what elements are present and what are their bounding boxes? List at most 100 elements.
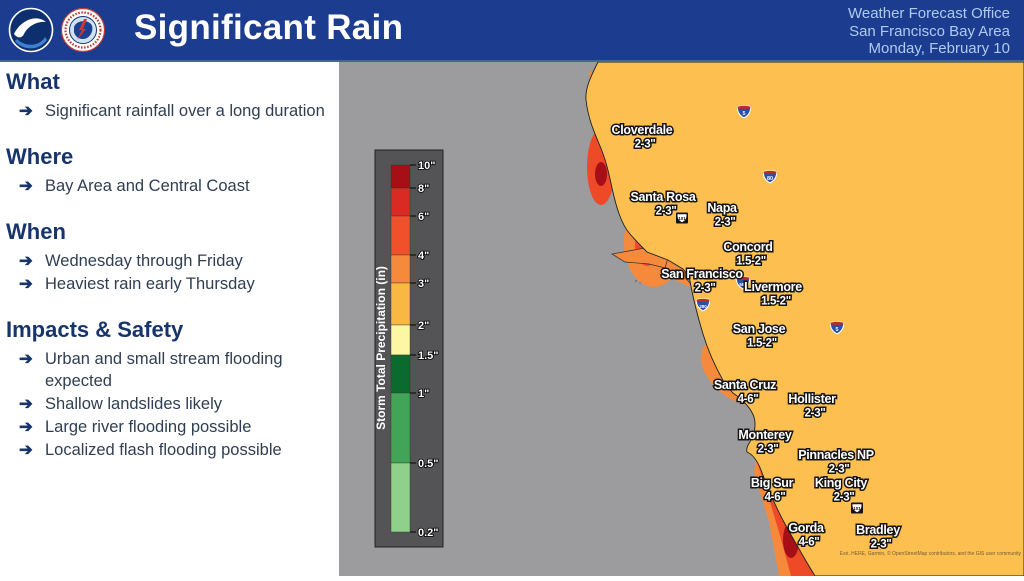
city-name-label: San Jose	[733, 322, 786, 336]
city-value-label: 2-3"	[871, 539, 892, 551]
shield-band	[763, 170, 777, 174]
city-value-label: 1.5-2"	[747, 338, 777, 350]
shield-number: 280	[699, 304, 707, 309]
shield-band	[696, 298, 710, 302]
bullet-arrow-icon: ➔	[19, 252, 33, 270]
city-name-label: Hollister	[788, 392, 836, 406]
legend-tick-label: 0.2"	[418, 527, 439, 539]
date-line: Monday, February 10	[868, 40, 1010, 57]
bullet-arrow-icon: ➔	[19, 395, 33, 413]
city-name-label: San Francisco	[661, 267, 743, 281]
forecast-map: Storm Total Precipitation (in) 10" 8" 6" 4"…	[339, 61, 1024, 577]
city-value-label: 1.5-2"	[761, 296, 791, 308]
interstate-shield-icon: 280	[695, 298, 711, 312]
farallon-island	[635, 280, 637, 282]
info-sidebar: What ➔ Significant rainfall over a long du…	[0, 62, 339, 576]
bullet-arrow-icon: ➔	[19, 275, 33, 293]
city-value-label: 2-3"	[635, 139, 656, 151]
interstate-shield-icon: 580	[735, 276, 751, 290]
bullet-item: ➔ Shallow landslides likely	[6, 393, 339, 415]
legend-tick-label: 3"	[418, 278, 429, 290]
header-banner: Significant Rain Weather Forecast Office…	[0, 0, 1024, 62]
city-value-label: 2-3"	[715, 217, 736, 229]
bullet-arrow-icon: ➔	[19, 418, 33, 436]
legend-tick-label: 6"	[418, 211, 429, 223]
shield-number: 580	[739, 282, 747, 287]
bullet-text: Significant rainfall over a long duratio…	[45, 102, 325, 120]
interstate-shield-icon: 80	[762, 170, 778, 184]
city-name-label: Livermore	[744, 280, 802, 294]
bullet-item: ➔ Wednesday through Friday	[6, 250, 339, 272]
city-value-label: 2-3"	[758, 444, 779, 456]
city-name-label: Gorda	[788, 521, 825, 535]
bullet-item: ➔ Bay Area and Central Coast	[6, 175, 339, 197]
shield-body	[762, 170, 778, 184]
city-name-label: Pinnacles NP	[798, 448, 874, 462]
legend-tick-label: 0.5"	[418, 458, 439, 470]
legend-color-segment	[390, 164, 411, 189]
shield-number: 5	[743, 111, 746, 117]
city-value-label: 2-3"	[656, 206, 677, 218]
noaa-logo-icon	[8, 7, 54, 53]
bullet-text: Heaviest rain early Thursday	[45, 275, 255, 293]
legend-title: Storm Total Precipitation (in)	[374, 266, 388, 430]
legend-color-segment	[390, 392, 411, 464]
bullet-item: ➔ Urban and small stream flooding expecte…	[6, 348, 339, 392]
city-name-label: Bradley	[856, 523, 900, 537]
city-name-label: Napa	[707, 201, 738, 215]
city-value-label: 2-3"	[805, 408, 826, 420]
sidebar-section: What ➔ Significant rainfall over a long du…	[6, 69, 339, 122]
city-value-label: 2-3"	[834, 492, 855, 504]
office-line: Weather Forecast Office	[847, 5, 1010, 22]
section-heading: What	[6, 69, 60, 94]
forecast-map-panel: Storm Total Precipitation (in) 10" 8" 6" 4"…	[339, 61, 1024, 577]
city-name-label: Concord	[723, 240, 772, 254]
bullet-arrow-icon: ➔	[19, 441, 33, 459]
legend-color-segment	[390, 187, 411, 217]
city-name-label: Santa Cruz	[714, 378, 776, 392]
shield-body	[695, 298, 711, 312]
shield-number: 80	[767, 176, 773, 182]
city-labels: Cloverdale 2-3" Santa Rosa 2-3" Napa 2-3" Conc…	[610, 122, 902, 553]
us-route-shield-icon: 101	[676, 212, 688, 224]
legend-color-segment	[390, 354, 411, 394]
shield-inner	[677, 214, 687, 223]
legend-tick-label: 1.5"	[418, 350, 439, 362]
bullet-item: ➔ Localized flash flooding possible	[6, 439, 339, 461]
city-value-label: 1.5-2"	[736, 256, 766, 268]
page-title: Significant Rain	[134, 8, 404, 47]
city-name-label: Big Sur	[751, 476, 794, 490]
map-attribution: Esri, HERE, Garmin, © OpenStreetMap cont…	[840, 550, 1022, 557]
city-value-label: 2-3"	[829, 464, 850, 476]
bullet-text: Shallow landslides likely	[45, 395, 223, 413]
legend-tick-label: 8"	[418, 183, 429, 195]
us-route-shield-icon: 101	[851, 502, 863, 514]
section-heading: Impacts & Safety	[6, 317, 184, 342]
bullet-text: Bay Area and Central Coast	[45, 177, 250, 195]
city-name-label: King City	[815, 476, 868, 490]
bullet-item: ➔ Significant rainfall over a long durati…	[6, 100, 339, 122]
legend-color-segment	[390, 282, 411, 326]
bullet-item: ➔ Large river flooding possible	[6, 416, 339, 438]
office-date-block: Weather Forecast Office San Francisco Ba…	[848, 5, 1010, 58]
city-name-label: Monterey	[738, 428, 792, 442]
sidebar-section: When ➔ Wednesday through Friday ➔ Heaviest r…	[6, 219, 339, 295]
legend-tick-label: 2"	[418, 320, 429, 332]
farallon-island	[639, 282, 641, 284]
shield-number: 101	[853, 506, 861, 511]
bullet-arrow-icon: ➔	[19, 177, 33, 195]
section-heading: Where	[6, 144, 74, 169]
city-value-label: 2-3"	[695, 283, 716, 295]
shield-band	[736, 276, 750, 280]
bullet-text: Localized flash flooding possible	[45, 441, 282, 459]
shield-number: 5	[836, 327, 839, 333]
legend-tick-label: 1"	[418, 388, 429, 400]
legend-color-segment	[390, 215, 411, 256]
bullet-text: Urban and small stream flooding expected	[45, 350, 283, 390]
section-heading: When	[6, 219, 66, 244]
sidebar-section: Where ➔ Bay Area and Central Coast	[6, 144, 339, 197]
shield-band	[737, 105, 751, 109]
nws-logo-icon	[60, 7, 106, 53]
bullet-text: Wednesday through Friday	[45, 252, 243, 270]
